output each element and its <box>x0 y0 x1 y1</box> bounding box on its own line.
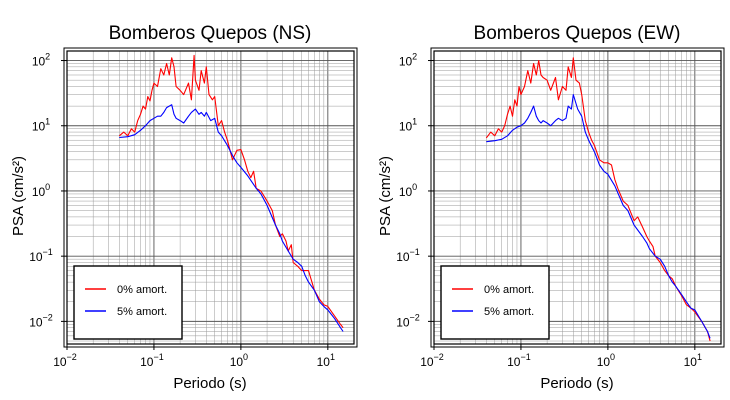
y-tick-label: 102 <box>32 52 50 69</box>
y-tick-label: 10−2 <box>29 312 53 329</box>
y-axis-label: PSA (cm/s²) <box>377 156 394 236</box>
x-axis-label: Periodo (s) <box>173 375 246 392</box>
x-tick-label: 101 <box>317 352 335 369</box>
y-tick-label: 10−1 <box>29 247 53 264</box>
legend: 0% amort. 5% amort. <box>73 265 183 340</box>
series-line <box>119 104 344 332</box>
legend-label: 5% amort. <box>484 306 534 318</box>
grid <box>433 51 722 344</box>
legend-label: 5% amort. <box>117 306 167 318</box>
legend-box <box>440 265 550 340</box>
legend-label: 0% amort. <box>484 284 534 296</box>
chart-panel-ns: Bomberos Quepos (NS) Periodo (s) PSA (cm… <box>10 23 358 392</box>
x-tick-label: 101 <box>684 352 702 369</box>
x-tick-label: 10−2 <box>420 352 444 369</box>
plot-frame-outer <box>63 47 358 348</box>
chart-panel-ew: Bomberos Quepos (EW) Periodo (s) PSA (cm… <box>377 23 725 392</box>
chart-title: Bomberos Quepos (NS) <box>109 23 312 44</box>
legend: 0% amort. 5% amort. <box>440 265 550 340</box>
grid <box>66 51 355 344</box>
y-tick-label: 100 <box>399 182 417 199</box>
series-line <box>118 54 344 329</box>
x-tick-label: 10−1 <box>507 352 531 369</box>
x-tick-label: 10−1 <box>140 352 164 369</box>
series-line <box>486 94 711 339</box>
y-tick-label: 10−1 <box>396 247 420 264</box>
chart-title: Bomberos Quepos (EW) <box>474 23 681 44</box>
series-line <box>485 57 711 342</box>
plot-frame <box>66 50 355 345</box>
x-axis-label: Periodo (s) <box>540 375 613 392</box>
y-tick-label: 101 <box>399 117 417 134</box>
x-tick-label: 10−2 <box>53 352 77 369</box>
plot-frame <box>433 50 722 345</box>
y-tick-label: 100 <box>32 182 50 199</box>
y-tick-label: 102 <box>399 52 417 69</box>
legend-label: 0% amort. <box>117 284 167 296</box>
y-tick-label: 10−2 <box>396 312 420 329</box>
legend-box <box>73 265 183 340</box>
x-tick-label: 100 <box>230 352 248 369</box>
x-tick-label: 100 <box>597 352 615 369</box>
y-tick-label: 101 <box>32 117 50 134</box>
plot-frame-outer <box>430 47 725 348</box>
y-axis-label: PSA (cm/s²) <box>10 156 27 236</box>
